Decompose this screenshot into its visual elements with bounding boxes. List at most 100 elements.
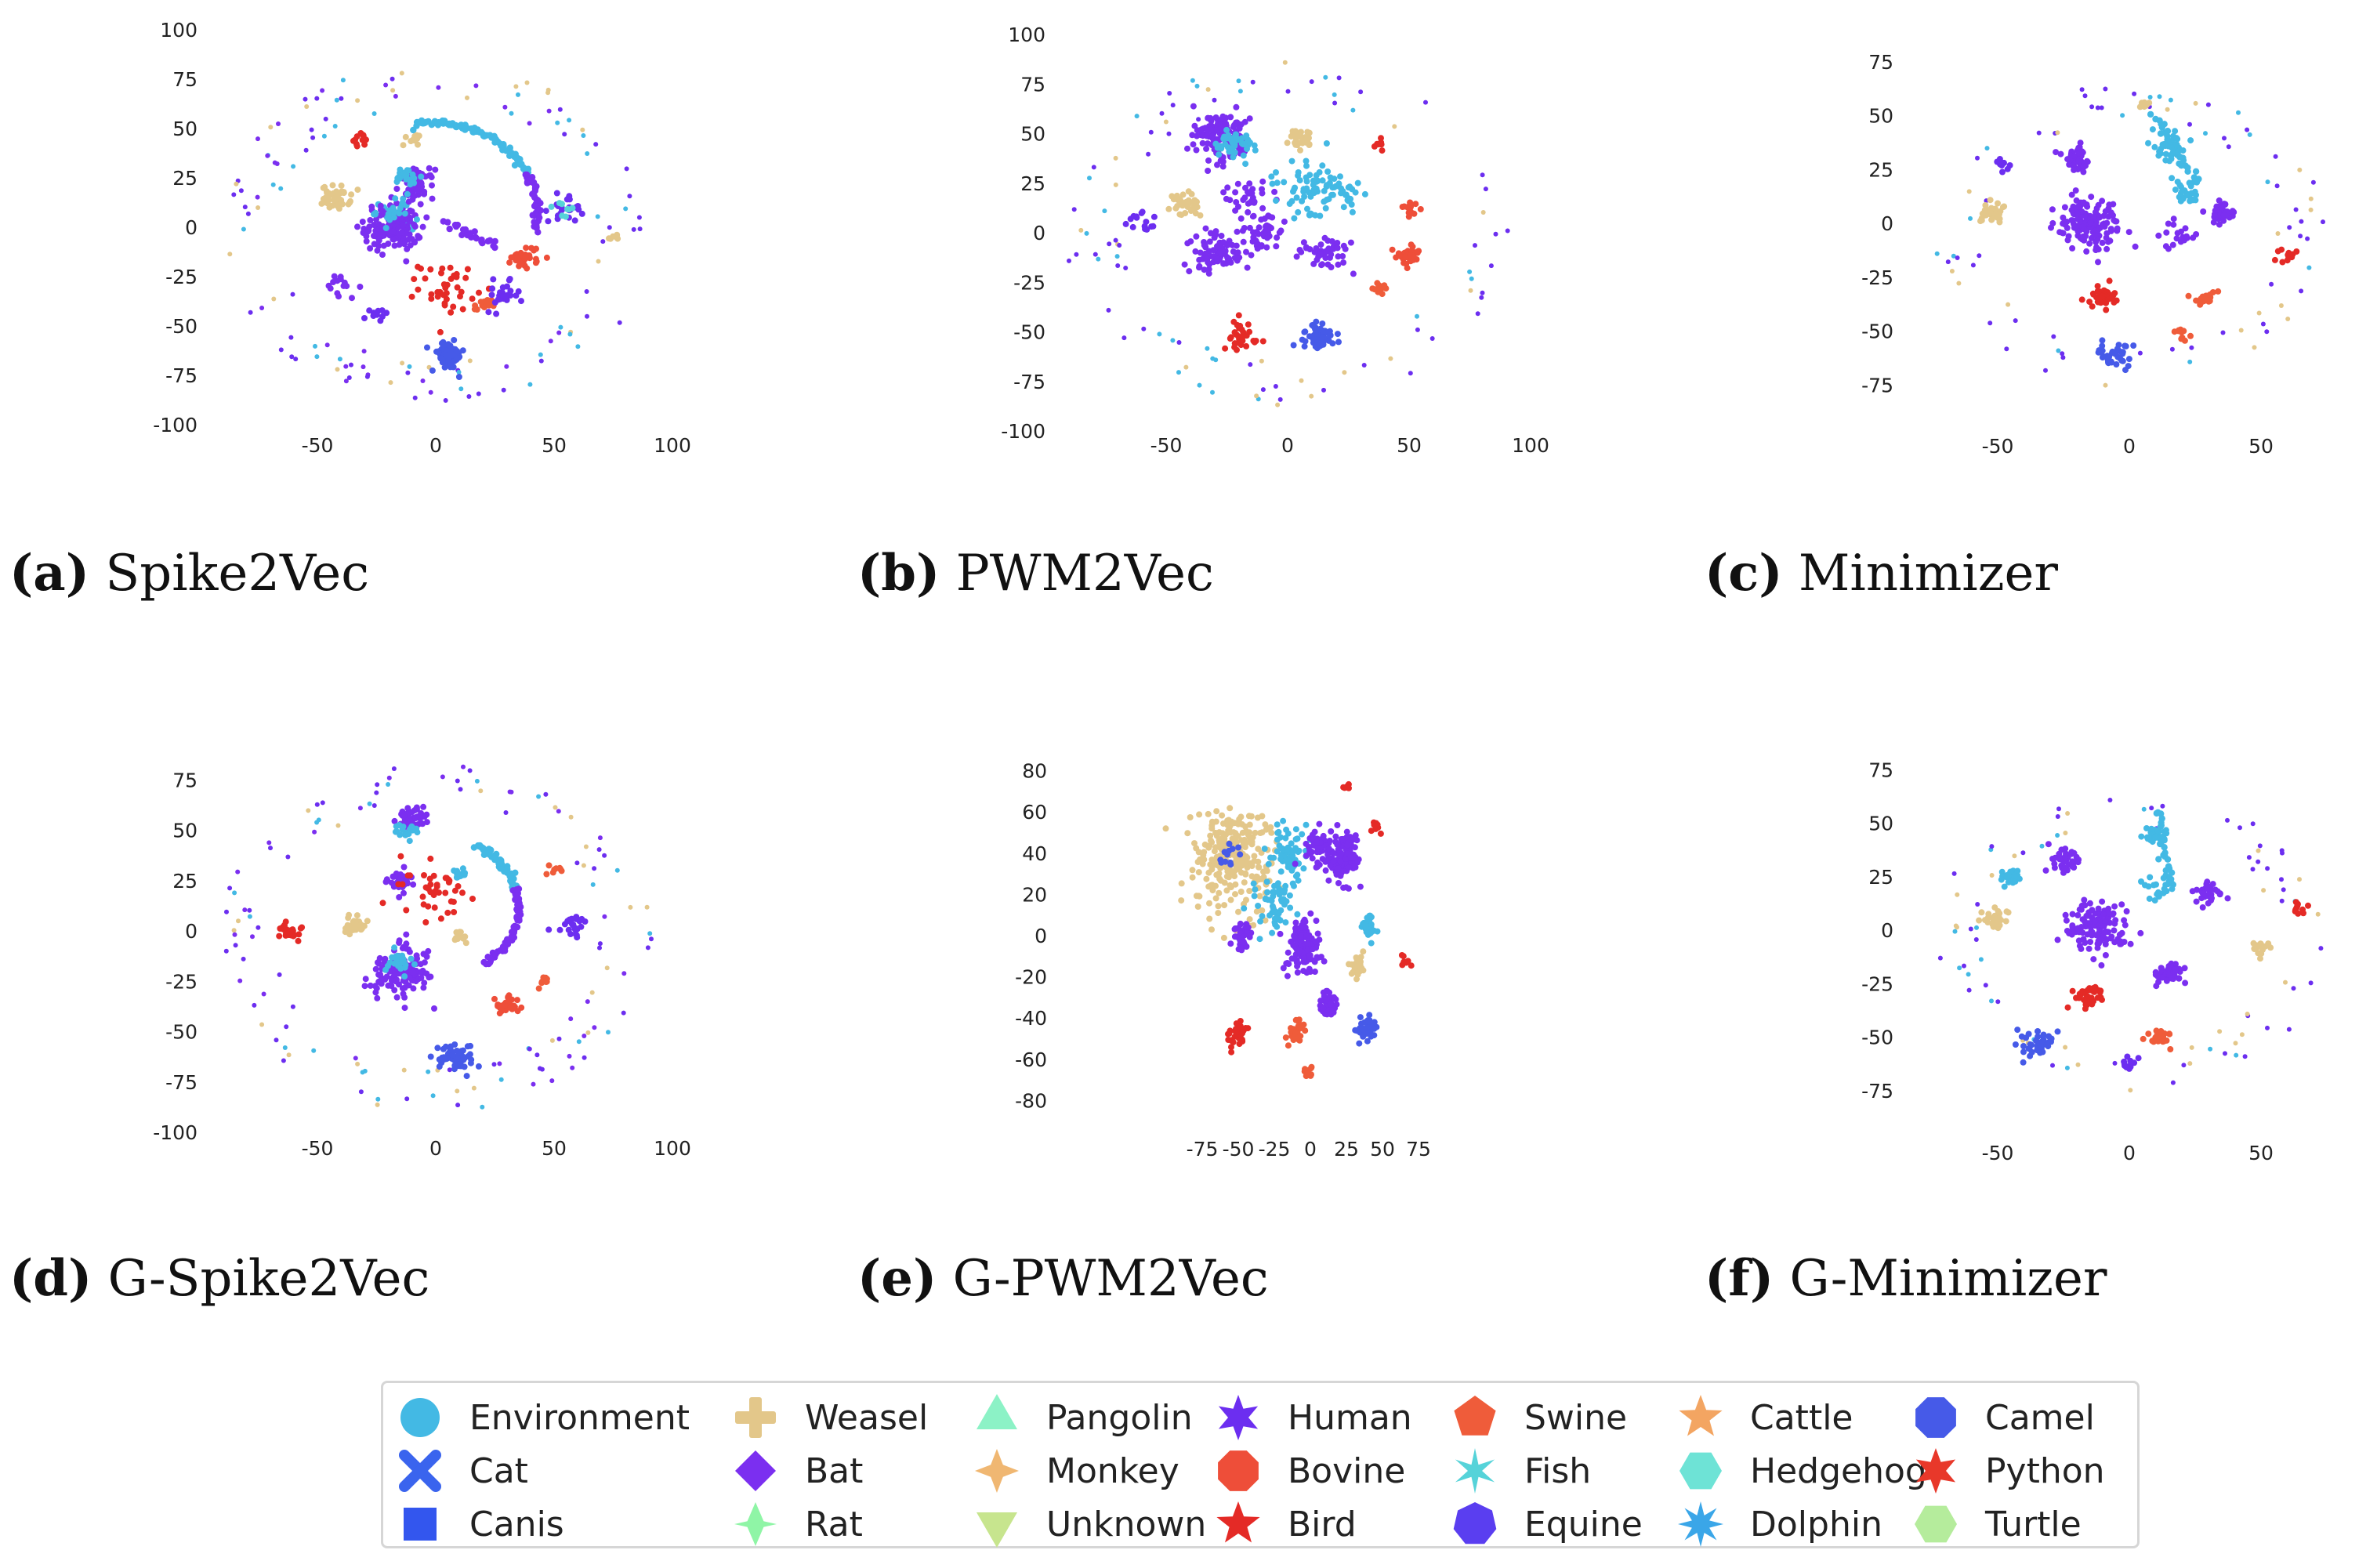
- point-environment: [1322, 205, 1329, 212]
- point-bird: [444, 909, 451, 916]
- y-tick-label: 75: [1868, 51, 1893, 74]
- point-human: [309, 127, 314, 132]
- point-bat: [2180, 234, 2187, 241]
- point-bat: [2107, 935, 2114, 942]
- legend-marker-triangle-up-icon: [977, 1394, 1017, 1429]
- point-bird: [469, 896, 476, 902]
- point-environment: [382, 225, 390, 231]
- point-bat: [1335, 865, 1342, 872]
- point-bat: [2106, 201, 2113, 208]
- point-environment: [1303, 821, 1310, 828]
- point-human: [534, 1052, 540, 1058]
- y-tick-label: 25: [172, 870, 197, 893]
- point-human: [361, 315, 368, 321]
- point-bat: [353, 1056, 358, 1061]
- point-bat: [2092, 232, 2099, 239]
- point-bird: [439, 265, 446, 272]
- point-weasel: [1236, 856, 1243, 864]
- point-human: [310, 135, 316, 140]
- point-human: [2264, 329, 2270, 335]
- point-environment: [1277, 834, 1285, 841]
- point-bat: [1212, 114, 1219, 121]
- point-human: [252, 1002, 257, 1008]
- point-environment: [1299, 831, 1306, 838]
- point-human: [561, 921, 568, 928]
- point-environment: [1190, 78, 1195, 83]
- legend-label: Rat: [805, 1504, 863, 1544]
- point-bat: [391, 242, 398, 249]
- point-bat: [407, 207, 414, 214]
- x-tick-label: 50: [1397, 434, 1422, 457]
- point-human: [2170, 1080, 2176, 1085]
- point-bat: [1222, 248, 1229, 255]
- point-human: [1115, 263, 1121, 268]
- point-swine: [2140, 1035, 2147, 1042]
- point-bat: [340, 282, 347, 289]
- point-bat: [2204, 885, 2210, 892]
- point-camel: [445, 357, 452, 364]
- point-human: [1121, 335, 1127, 341]
- point-bird: [276, 932, 283, 940]
- point-environment: [527, 382, 533, 387]
- point-weasel: [1236, 816, 1243, 823]
- point-human: [339, 96, 344, 101]
- point-environment: [458, 386, 464, 392]
- point-camel: [1299, 336, 1306, 343]
- x-tick-label: -75: [1187, 1138, 1219, 1161]
- point-bat: [1324, 261, 1332, 268]
- point-weasel: [1260, 868, 1266, 875]
- point-bat: [2100, 911, 2107, 918]
- point-human: [1107, 241, 1112, 247]
- point-weasel: [1248, 838, 1256, 846]
- point-bat: [410, 881, 417, 888]
- point-environment: [1277, 856, 1285, 863]
- point-human: [2265, 866, 2270, 871]
- point-human: [284, 1024, 289, 1030]
- point-bat: [1245, 208, 1252, 215]
- y-tick-label: -100: [153, 1121, 197, 1144]
- point-human: [2050, 1063, 2055, 1068]
- point-weasel: [1207, 832, 1214, 839]
- point-camel: [433, 348, 440, 355]
- point-weasel: [338, 190, 345, 196]
- point-bat: [327, 285, 334, 292]
- point-human: [2060, 351, 2065, 357]
- point-human: [2051, 334, 2056, 339]
- point-human: [1212, 97, 1217, 103]
- point-weasel: [324, 200, 331, 207]
- point-camel: [1301, 328, 1308, 335]
- point-bat: [2121, 917, 2128, 924]
- point-human: [1473, 243, 1477, 248]
- y-tick-label: 50: [1020, 123, 1045, 146]
- point-weasel: [1309, 393, 1314, 399]
- point-weasel: [402, 133, 409, 140]
- point-bat: [2137, 929, 2144, 936]
- point-environment: [2172, 186, 2179, 194]
- point-bird: [442, 889, 449, 896]
- point-bat: [361, 349, 367, 354]
- point-bird: [437, 328, 444, 335]
- point-environment: [1300, 186, 1307, 193]
- point-human: [2269, 281, 2274, 287]
- point-bat: [2087, 924, 2094, 931]
- point-bovine: [1400, 203, 1408, 210]
- point-camel: [2099, 342, 2106, 349]
- y-tick-label: 100: [1008, 24, 1045, 46]
- point-environment: [397, 965, 404, 972]
- point-environment: [1296, 177, 1303, 184]
- point-bovine: [1412, 201, 1419, 208]
- point-camel: [1371, 1019, 1378, 1026]
- point-weasel: [348, 191, 355, 198]
- point-weasel: [2275, 231, 2281, 236]
- point-bat: [1205, 157, 1212, 164]
- y-tick-label: 0: [1035, 925, 1047, 947]
- point-bat: [1233, 199, 1240, 205]
- point-bird: [2094, 283, 2101, 290]
- point-human: [404, 1096, 410, 1102]
- point-weasel: [1175, 194, 1181, 201]
- point-environment: [498, 1077, 504, 1082]
- point-human: [1273, 384, 1278, 389]
- point-environment: [1415, 313, 1419, 319]
- point-bat: [1201, 242, 1208, 249]
